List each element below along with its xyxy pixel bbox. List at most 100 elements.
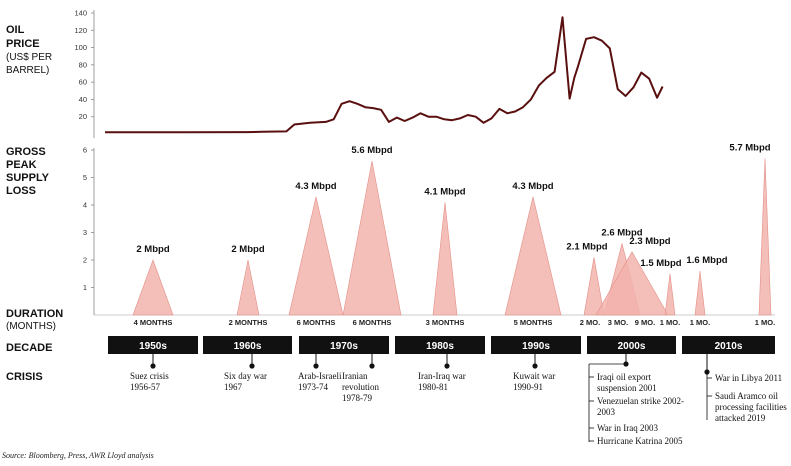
supply-loss-peak <box>664 273 676 316</box>
loss-tick-label: 6 <box>83 146 87 155</box>
crisis-text-line: Hurricane Katrina 2005 <box>597 436 683 446</box>
supply-loss-value-label: 2.6 Mbpd <box>601 228 642 239</box>
price-tick-label: 100 <box>74 43 87 52</box>
crisis-marker-dot <box>313 363 319 369</box>
duration-value-label: 6 MONTHS <box>353 318 392 327</box>
supply-loss-label-3: SUPPLY <box>6 172 50 184</box>
price-tick-label: 60 <box>79 78 87 87</box>
duration-value-label: 5 MONTHS <box>514 318 553 327</box>
supply-loss-peak <box>504 196 562 316</box>
duration-value-label: 1 MO. <box>755 318 775 327</box>
loss-ticks: 1 2 3 4 5 6 <box>83 146 94 292</box>
crisis-text-line: 1978-79 <box>342 393 372 403</box>
decade-label: DECADE <box>6 342 52 354</box>
oil-price-line <box>105 16 664 134</box>
crisis-text-line: Kuwait war <box>513 371 555 381</box>
duration-value-label: 3 MONTHS <box>426 318 465 327</box>
loss-tick-label: 1 <box>83 283 87 292</box>
supply-loss-peak <box>595 251 669 316</box>
supply-loss-peak <box>132 259 174 316</box>
crisis-marker-dot <box>150 363 156 369</box>
duration-value-label: 9 MO. <box>635 318 655 327</box>
duration-value-label: 2 MO. <box>580 318 600 327</box>
oil-price-label-1: OIL <box>6 24 25 36</box>
duration-unit: (MONTHS) <box>6 321 56 332</box>
price-line-group <box>105 16 664 134</box>
supply-loss-value-label: 2 Mbpd <box>136 244 169 255</box>
crisis-text-line: 1956-57 <box>130 382 160 392</box>
supply-loss-label-2: PEAK <box>6 159 37 171</box>
supply-loss-value-label: 4.3 Mbpd <box>512 181 553 192</box>
duration-value-label: 4 MONTHS <box>134 318 173 327</box>
decade-segment <box>682 336 775 354</box>
price-ticks: 20 40 60 80 100 120 140 <box>74 9 94 121</box>
decade-label-text: 1990s <box>522 341 550 352</box>
duration-value-label: 2 MONTHS <box>229 318 268 327</box>
loss-tick-label: 3 <box>83 228 87 237</box>
supply-loss-labels: 2 Mbpd 2 Mbpd 4.3 Mbpd 5.6 Mbpd 4.1 Mbpd 4.3 … <box>136 142 770 269</box>
loss-tick-label: 5 <box>83 173 87 182</box>
supply-loss-peak <box>583 257 605 316</box>
crisis-marker-dot <box>369 363 375 369</box>
supply-loss-value-label: 1.6 Mbpd <box>686 255 727 266</box>
crisis-marker-dot <box>444 363 450 369</box>
supply-loss-peak <box>236 259 260 316</box>
crisis-marker-dot <box>249 363 255 369</box>
crisis-text-line: Iran-Iraq war <box>418 371 466 381</box>
supply-loss-value-label: 4.3 Mbpd <box>295 181 336 192</box>
supply-loss-value-label: 2 Mbpd <box>231 244 264 255</box>
oil-price-unit-2: BARREL) <box>6 65 49 76</box>
decade-label-text: 2000s <box>618 341 646 352</box>
crisis-text-line: 1967 <box>224 382 243 392</box>
oil-price-unit-1: (US$ PER <box>6 52 52 63</box>
price-tick-label: 40 <box>79 95 87 104</box>
crisis-marker-dot <box>532 363 538 369</box>
decade-segment <box>299 336 389 354</box>
duration-value-label: 3 MO. <box>608 318 628 327</box>
supply-loss-label-4: LOSS <box>6 185 36 197</box>
decade-segment <box>108 336 198 354</box>
price-tick-label: 120 <box>74 26 87 35</box>
supply-loss-value-label: 1.5 Mbpd <box>640 258 681 269</box>
supply-loss-peaks <box>132 158 772 316</box>
crisis-text-line: War in Libya 2011 <box>715 373 782 383</box>
decade-label-text: 1980s <box>426 341 454 352</box>
crisis-text-line: 2003 <box>597 407 616 417</box>
crisis-text-line: Iranian <box>342 371 368 381</box>
crisis-text-line: Iraqi oil export <box>597 372 651 382</box>
decade-label-text: 1960s <box>234 341 262 352</box>
decade-segment <box>587 336 676 354</box>
supply-loss-peak <box>288 196 344 316</box>
supply-loss-peak <box>758 158 772 316</box>
supply-loss-value-label: 2.1 Mbpd <box>566 241 607 252</box>
crisis-text-line: 1973-74 <box>298 382 328 392</box>
crisis-text-line: processing facilities <box>715 402 787 412</box>
crisis-text-line: suspension 2001 <box>597 383 657 393</box>
decade-label-text: 2010s <box>715 341 743 352</box>
loss-tick-label: 2 <box>83 256 87 265</box>
crisis-text-line: attacked 2019 <box>715 413 766 423</box>
oil-price-label-2: PRICE <box>6 38 40 50</box>
decade-label-text: 1970s <box>330 341 358 352</box>
crisis-text-line: revolution <box>342 382 379 392</box>
duration-value-label: 1 MO. <box>690 318 710 327</box>
decade-segment <box>203 336 292 354</box>
supply-loss-value-label: 2.3 Mbpd <box>629 236 670 247</box>
crisis-text-line: Suez crisis <box>130 371 169 381</box>
crisis-text-line: Venezuelan strike 2002- <box>597 396 684 406</box>
crisis-text-line: War in Iraq 2003 <box>597 423 659 433</box>
decade-bar: 1950s 1960s 1970s 1980s 1990s 2000s 2010s <box>108 336 775 354</box>
duration-value-label: 6 MONTHS <box>297 318 336 327</box>
supply-loss-peak <box>694 270 706 316</box>
supply-loss-value-label: 4.1 Mbpd <box>424 186 465 197</box>
duration-value-label: 1 MO. <box>660 318 680 327</box>
supply-loss-peak <box>342 160 402 316</box>
duration-labels: 4 MONTHS 2 MONTHS 6 MONTHS 6 MONTHS 3 MONTHS… <box>134 318 776 327</box>
crisis-text-line: Saudi Aramco oil <box>715 391 778 401</box>
crisis-label: CRISIS <box>6 371 43 383</box>
price-tick-label: 140 <box>74 9 87 18</box>
crisis-text-line: 1990-91 <box>513 382 543 392</box>
crisis-text-line: Six day war <box>224 371 267 381</box>
